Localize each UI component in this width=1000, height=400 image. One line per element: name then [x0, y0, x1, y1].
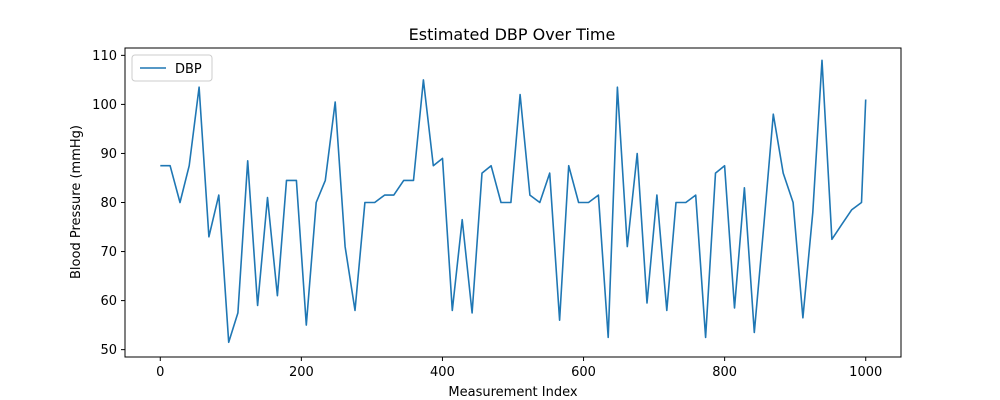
y-tick-label: 80	[100, 196, 117, 211]
x-tick-label: 600	[571, 365, 596, 380]
x-axis-label: Measurement Index	[448, 385, 577, 400]
y-axis-ticks: 50 60 70 80 90 100 110	[92, 49, 125, 358]
y-tick-label: 50	[100, 343, 117, 358]
y-tick-label: 110	[92, 49, 117, 64]
y-axis-label: Blood Pressure (mmHg)	[69, 125, 84, 279]
x-tick-label: 0	[156, 365, 164, 380]
legend-box	[131, 54, 213, 82]
plot-frame	[124, 47, 902, 358]
series-line-dbp	[160, 59, 867, 344]
y-tick-label: 90	[100, 147, 117, 162]
chart-title: Estimated DBP Over Time	[409, 25, 616, 44]
x-tick-label: 1000	[849, 365, 882, 380]
legend-label-dbp: DBP	[175, 62, 202, 77]
y-tick-label: 70	[100, 245, 117, 260]
x-axis-ticks: 0 200 400 600 800 1000	[156, 357, 882, 380]
y-tick-label: 100	[92, 98, 117, 113]
y-tick-label: 60	[100, 294, 117, 309]
plot-area	[125, 48, 901, 357]
legend: DBP	[131, 54, 213, 82]
x-tick-label: 400	[430, 365, 455, 380]
x-tick-label: 200	[289, 365, 314, 380]
x-tick-label: 800	[712, 365, 737, 380]
